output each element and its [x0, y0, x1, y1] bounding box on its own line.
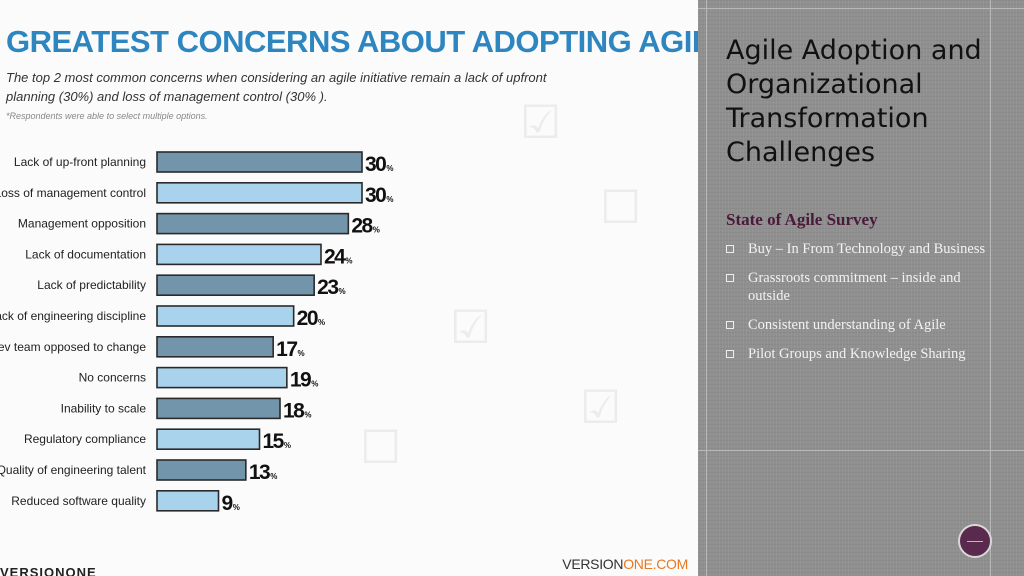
bar	[156, 366, 288, 389]
footer-brand: VERSIONONE.COM	[562, 556, 688, 572]
nav-line-icon	[967, 541, 983, 542]
footer-brand-part-2: ONE.COM	[623, 556, 688, 572]
checkbox-watermark-icon: ☑	[450, 300, 492, 354]
frame-line	[698, 450, 1024, 451]
category-label: No concerns	[79, 371, 146, 385]
category-label: Loss of management control	[0, 186, 146, 200]
value-label: 15%	[263, 430, 291, 453]
square-bullet-icon	[726, 274, 734, 282]
bar	[156, 243, 322, 266]
bullet-item: Consistent understanding of Agile	[726, 316, 988, 334]
category-label: Management opposition	[18, 217, 146, 231]
footer-brand-part-1: VERSION	[562, 556, 624, 572]
bullet-text: Buy – In From Technology and Business	[748, 241, 986, 257]
square-bullet-icon	[726, 245, 734, 253]
value-label: 30%	[365, 184, 393, 207]
category-label: Lack of up-front planning	[14, 155, 146, 169]
bar	[156, 459, 247, 481]
bar	[156, 428, 261, 451]
value-label: 19%	[290, 369, 318, 392]
category-label: Lack of documentation	[25, 247, 146, 261]
category-label: Quality of engineering talent	[0, 463, 147, 477]
category-label: Regulatory compliance	[24, 432, 146, 446]
category-label: Lack of predictability	[37, 278, 146, 292]
bullet-item: Pilot Groups and Knowledge Sharing	[726, 345, 988, 363]
value-label: 18%	[283, 399, 311, 422]
value-label: 28%	[351, 215, 379, 238]
checkbox-watermark-icon: ☐	[600, 180, 642, 234]
bar	[156, 305, 295, 327]
infographic-panel: ☑ ☑ ☑ ☐ ☐ GREATEST CONCERNS ABOUT ADOPTI…	[0, 24, 698, 576]
footer-logo: VERSIONONE	[0, 565, 97, 576]
bullet-text: Consistent understanding of Agile	[748, 317, 946, 333]
square-bullet-icon	[726, 350, 734, 358]
value-label: 9%	[222, 492, 240, 515]
category-label: Lack of engineering discipline	[0, 309, 146, 323]
frame-line	[990, 0, 991, 576]
bar	[156, 212, 350, 235]
category-label: Reduced software quality	[11, 494, 146, 508]
value-label: 20%	[297, 307, 325, 330]
value-label: 13%	[249, 461, 277, 484]
bar	[156, 274, 315, 296]
slide-text-panel: Agile Adoption and Organizational Transf…	[698, 0, 1024, 576]
bullet-item: Buy – In From Technology and Business	[726, 240, 988, 258]
value-label: 30%	[365, 153, 393, 176]
bar	[156, 336, 274, 358]
bar	[156, 489, 220, 512]
chart-title: GREATEST CONCERNS ABOUT ADOPTING AGILE	[6, 24, 698, 59]
bullet-text: Grassroots commitment – inside and outsi…	[748, 270, 961, 304]
bar	[156, 151, 363, 173]
checkbox-watermark-icon: ☑	[520, 95, 562, 149]
value-label: 23%	[317, 276, 345, 299]
bullet-item: Grassroots commitment – inside and outsi…	[726, 269, 988, 305]
value-label: 17%	[276, 338, 304, 361]
category-label: Dev team opposed to change	[0, 340, 146, 354]
frame-line	[706, 0, 707, 576]
square-bullet-icon	[726, 321, 734, 329]
chart-subtitle: The top 2 most common concerns when cons…	[6, 70, 547, 104]
bar	[156, 181, 363, 204]
bar-chart: Lack of up-front planning 30% Loss of mana…	[0, 151, 393, 515]
slide-title: Agile Adoption and Organizational Transf…	[726, 35, 982, 168]
checkbox-watermark-icon: ☑	[580, 380, 622, 434]
checkbox-watermark-icon: ☐	[360, 420, 402, 474]
bullet-text: Pilot Groups and Knowledge Sharing	[748, 346, 966, 362]
category-label: Inability to scale	[61, 401, 147, 415]
bullet-list: Buy – In From Technology and Business Gr…	[726, 240, 988, 374]
slide-nav-button[interactable]	[958, 524, 992, 558]
chart-footnote: *Respondents were able to select multipl…	[6, 111, 208, 121]
bar	[156, 397, 281, 420]
frame-line	[698, 8, 1024, 9]
value-label: 24%	[324, 245, 352, 268]
section-heading: State of Agile Survey	[726, 210, 878, 229]
